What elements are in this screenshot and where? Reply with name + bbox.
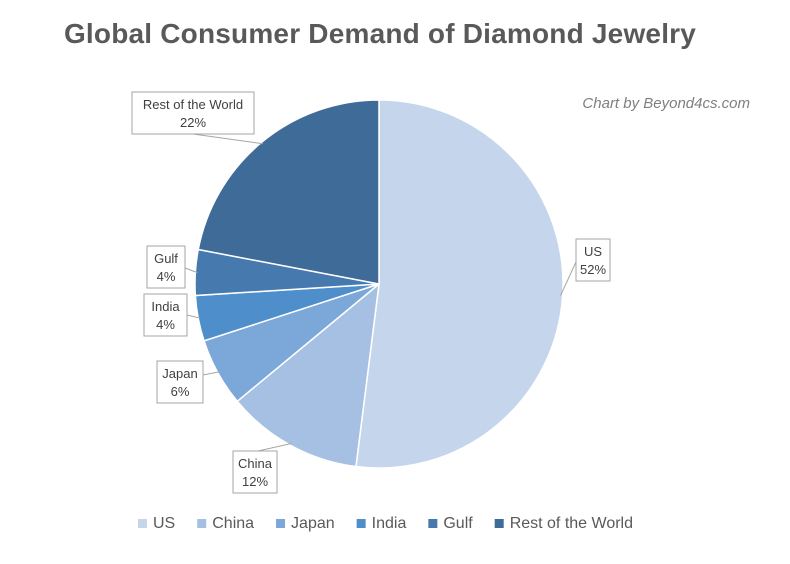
data-label-value-us: 52% xyxy=(580,262,606,277)
legend-label-china: China xyxy=(212,515,254,532)
legend-item-japan: Japan xyxy=(276,515,335,532)
legend-swatch-china xyxy=(197,519,207,528)
leader-line-japan xyxy=(202,371,220,376)
leader-line-china xyxy=(257,443,292,452)
data-label-category-japan: Japan xyxy=(162,366,197,381)
data-label-box-india xyxy=(143,293,188,337)
data-label-category-rest-of-the-world: Rest of the World xyxy=(143,97,243,112)
data-label-japan: Japan 6% xyxy=(156,360,204,404)
data-label-china: China 12% xyxy=(232,450,278,494)
legend-label-india: India xyxy=(372,515,407,532)
data-label-value-india: 4% xyxy=(156,317,175,332)
leader-line-gulf xyxy=(184,267,198,274)
legend-item-india: India xyxy=(356,515,407,532)
legend-item-rest-of-the-world: Rest of the World xyxy=(494,515,633,532)
legend-swatch-japan xyxy=(276,519,286,528)
data-label-india: India 4% xyxy=(143,293,188,337)
data-label-box-gulf xyxy=(146,245,186,289)
chart-title: Global Consumer Demand of Diamond Jewelr… xyxy=(63,18,697,49)
legend-label-japan: Japan xyxy=(291,515,335,532)
data-label-callouts: US 52% China 12% Japan 6% India 4% Gulf 4% Rest of… xyxy=(131,91,611,494)
data-label-category-gulf: Gulf xyxy=(154,251,178,266)
data-label-category-india: India xyxy=(151,299,180,314)
legend-label-rest-of-the-world: Rest of the World xyxy=(510,515,633,532)
leader-line-rest-of-the-world xyxy=(192,133,264,145)
data-label-value-rest-of-the-world: 22% xyxy=(180,115,206,130)
data-label-box-rest-of-the-world xyxy=(131,91,255,135)
pie-slice-china xyxy=(236,282,380,468)
legend-label-us: US xyxy=(153,515,175,532)
data-label-gulf: Gulf 4% xyxy=(146,245,186,289)
data-label-box-japan xyxy=(156,360,204,404)
pie-slice-us xyxy=(355,99,564,469)
chart-credit: Chart by Beyond4cs.com xyxy=(582,95,750,112)
legend-item-gulf: Gulf xyxy=(428,515,473,532)
legend-swatch-gulf xyxy=(428,519,438,528)
legend-label-gulf: Gulf xyxy=(443,515,473,532)
legend-swatch-us xyxy=(138,519,147,528)
data-label-box-us xyxy=(575,238,611,282)
data-label-rest-of-the-world: Rest of the World 22% xyxy=(131,91,255,135)
legend-item-china: China xyxy=(197,515,254,532)
legend-item-us: US xyxy=(138,515,175,532)
leader-lines xyxy=(184,133,577,452)
data-label-category-us: US xyxy=(584,244,602,259)
pie-slice-rest-of-the-world xyxy=(197,99,380,285)
legend-swatch-rest-of-the-world xyxy=(494,519,504,528)
data-label-value-gulf: 4% xyxy=(157,269,176,284)
leader-line-india xyxy=(186,314,201,319)
legend: US China Japan India Gulf Rest of the World xyxy=(138,515,633,532)
leader-line-us xyxy=(560,261,577,296)
data-label-us: US 52% xyxy=(575,238,611,282)
data-label-value-japan: 6% xyxy=(171,384,190,399)
data-label-value-china: 12% xyxy=(242,474,268,489)
data-label-category-china: China xyxy=(238,456,273,471)
data-label-box-china xyxy=(232,450,278,494)
pie-slices xyxy=(194,99,564,469)
legend-swatch-india xyxy=(356,519,366,528)
